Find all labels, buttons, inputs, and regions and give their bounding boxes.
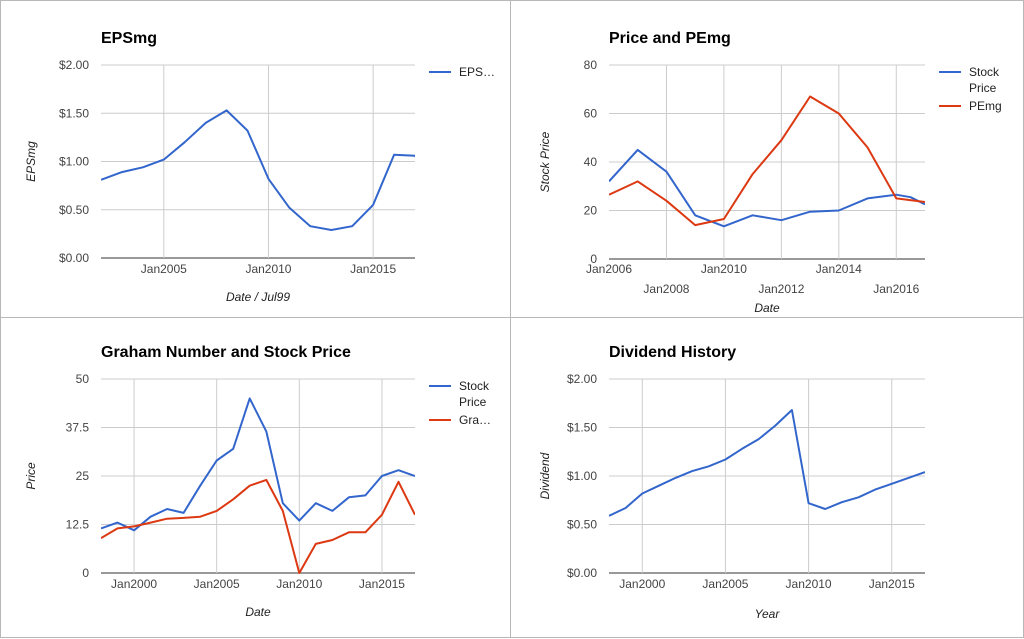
chart-svg: EPSmg $0.00 $0.50 $1.00 $1.50 $2.00 Jan2005 Jan… xyxy=(24,30,495,304)
y-axis-label: Price xyxy=(24,462,38,490)
legend-label: Stock Price xyxy=(459,379,490,409)
y-tick-label: 25 xyxy=(76,469,90,483)
y-tick-label: $1.00 xyxy=(567,469,597,483)
x-tick-label: Jan2015 xyxy=(350,262,396,276)
legend-label: PEmg xyxy=(969,99,1002,113)
y-tick-label: 40 xyxy=(584,155,598,169)
x-tick-label: Jan2005 xyxy=(141,262,187,276)
x-tick-label: Jan2000 xyxy=(619,577,665,591)
chart-panel-epsmg: EPSmg $0.00 $0.50 $1.00 $1.50 $2.00 Jan2005 Jan… xyxy=(0,0,512,319)
x-tick-label: Jan2005 xyxy=(194,577,240,591)
y-axis-label: Dividend xyxy=(538,452,552,499)
y-tick-label: 0 xyxy=(590,252,597,266)
chart-panel-graham: Graham Number and Stock Price 0 12.5 25 37.5… xyxy=(0,317,512,638)
y-tick-label: $1.50 xyxy=(567,421,597,435)
x-tick-label: Jan2014 xyxy=(816,262,862,276)
legend-label: Gra… xyxy=(459,413,491,427)
y-tick-label: $2.00 xyxy=(59,58,89,72)
x-tick-label: Jan2008 xyxy=(643,282,689,296)
chart-svg: Dividend History $0.00 $0.50 $1.00 $1.50 $2.0… xyxy=(538,344,925,621)
y-tick-label: 37.5 xyxy=(66,421,90,435)
y-tick-label: 50 xyxy=(76,372,90,386)
y-tick-label: 80 xyxy=(584,58,598,72)
x-tick-label: Jan2015 xyxy=(869,577,915,591)
y-tick-label: $1.50 xyxy=(59,106,89,120)
y-axis-label: Stock Price xyxy=(538,131,552,192)
y-tick-label: 60 xyxy=(584,107,598,121)
x-tick-label: Jan2010 xyxy=(276,577,322,591)
x-tick-label: Jan2010 xyxy=(786,577,832,591)
chart-title: Graham Number and Stock Price xyxy=(101,344,351,361)
x-axis-label: Date xyxy=(754,301,780,315)
y-tick-label: $0.50 xyxy=(567,518,597,532)
x-tick-label: Jan2010 xyxy=(701,262,747,276)
chart-title: Price and PEmg xyxy=(609,30,731,47)
x-tick-label: Jan2012 xyxy=(758,282,804,296)
x-axis-label: Date xyxy=(245,605,271,619)
series-line-1 xyxy=(101,478,415,574)
y-axis-label: EPSmg xyxy=(24,141,38,182)
x-tick-label: Jan2016 xyxy=(873,282,919,296)
chart-panel-dividend: Dividend History $0.00 $0.50 $1.00 $1.50 $2.0… xyxy=(510,317,1024,638)
series-line-0 xyxy=(101,397,415,532)
chart-title: EPSmg xyxy=(101,30,157,47)
y-tick-label: 0 xyxy=(82,566,89,580)
y-tick-label: $0.00 xyxy=(59,251,89,265)
chart-svg: Price and PEmg 0 20 40 60 80 Jan2006 Jan2008 Jan… xyxy=(538,30,1002,315)
x-axis-label: Date / Jul99 xyxy=(226,290,290,304)
x-tick-label: Jan2005 xyxy=(702,577,748,591)
x-tick-label: Jan2010 xyxy=(245,262,291,276)
chart-svg: Graham Number and Stock Price 0 12.5 25 37.5… xyxy=(24,344,491,619)
y-tick-label: 12.5 xyxy=(66,518,90,532)
x-tick-label: Jan2006 xyxy=(586,262,632,276)
y-tick-label: 20 xyxy=(584,204,598,218)
chart-panel-price-pemg: Price and PEmg 0 20 40 60 80 Jan2006 Jan2008 Jan… xyxy=(510,0,1024,319)
y-tick-label: $1.00 xyxy=(59,155,89,169)
series-line-1 xyxy=(609,95,925,227)
x-tick-label: Jan2000 xyxy=(111,577,157,591)
legend-label: Stock Price xyxy=(969,65,1000,95)
x-tick-label: Jan2015 xyxy=(359,577,405,591)
y-tick-label: $0.00 xyxy=(567,566,597,580)
legend-label: EPS… xyxy=(459,65,495,79)
x-axis-label: Year xyxy=(755,607,781,621)
series-line-0 xyxy=(609,409,925,517)
y-tick-label: $0.50 xyxy=(59,203,89,217)
series-line-0 xyxy=(101,109,415,231)
series-line-0 xyxy=(609,148,925,228)
y-tick-label: $2.00 xyxy=(567,372,597,386)
chart-title: Dividend History xyxy=(609,344,736,361)
